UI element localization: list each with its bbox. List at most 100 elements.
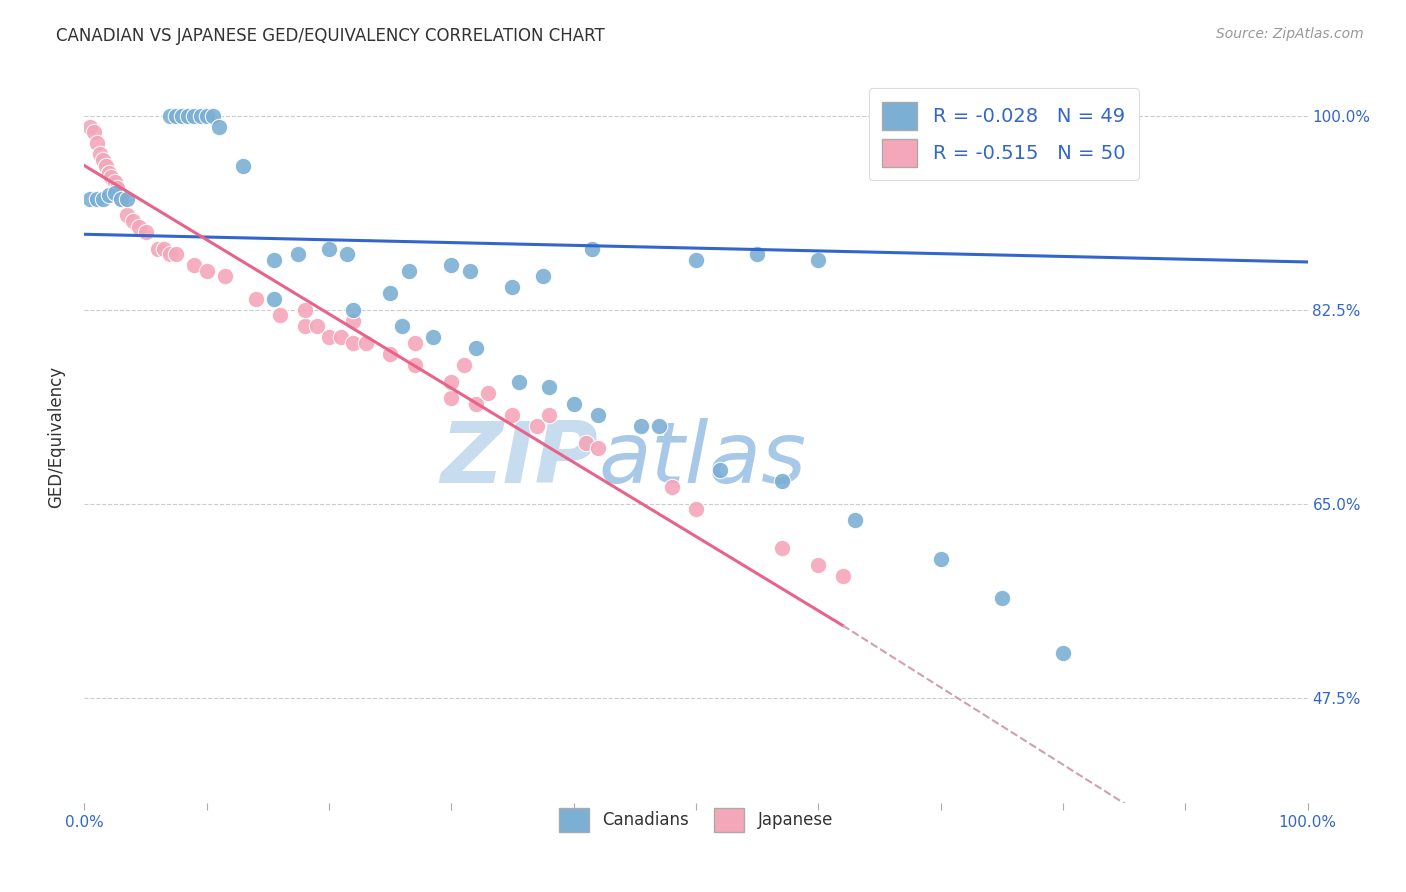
Point xyxy=(79,120,101,134)
Point xyxy=(100,169,122,184)
Point xyxy=(342,335,364,350)
Point xyxy=(354,335,377,350)
Point xyxy=(104,175,127,189)
Point xyxy=(294,302,316,317)
Point xyxy=(685,252,707,267)
Point xyxy=(929,552,952,566)
Point xyxy=(105,180,128,194)
Point xyxy=(807,252,830,267)
Point xyxy=(91,153,114,167)
Point xyxy=(630,419,652,434)
Legend: Canadians, Japanese: Canadians, Japanese xyxy=(553,801,839,838)
Point xyxy=(464,342,486,356)
Point xyxy=(165,109,187,123)
Point xyxy=(201,109,224,123)
Point xyxy=(177,109,200,123)
Point xyxy=(398,264,420,278)
Point xyxy=(115,192,138,206)
Point xyxy=(648,419,671,434)
Point xyxy=(586,408,609,422)
Point xyxy=(747,247,769,261)
Point xyxy=(526,419,548,434)
Point xyxy=(208,120,231,134)
Text: ZIP: ZIP xyxy=(440,417,598,500)
Text: Source: ZipAtlas.com: Source: ZipAtlas.com xyxy=(1216,27,1364,41)
Point xyxy=(538,408,561,422)
Point xyxy=(159,109,181,123)
Point xyxy=(770,475,793,489)
Point xyxy=(263,292,285,306)
Point xyxy=(115,209,138,223)
Point xyxy=(165,247,187,261)
Point xyxy=(404,358,426,372)
Point xyxy=(342,302,364,317)
Point xyxy=(318,330,340,344)
Point xyxy=(508,375,530,389)
Point xyxy=(146,242,169,256)
Point xyxy=(214,269,236,284)
Point xyxy=(531,269,554,284)
Point xyxy=(122,214,145,228)
Point xyxy=(91,192,114,206)
Point xyxy=(502,408,524,422)
Point xyxy=(83,125,105,139)
Point xyxy=(318,242,340,256)
Point xyxy=(269,308,291,322)
Point xyxy=(404,335,426,350)
Point xyxy=(97,166,120,180)
Point xyxy=(110,192,132,206)
Point xyxy=(97,188,120,202)
Point xyxy=(195,264,218,278)
Point xyxy=(172,109,194,123)
Point xyxy=(562,397,585,411)
Point xyxy=(831,568,853,582)
Point xyxy=(502,280,524,294)
Point xyxy=(380,285,402,300)
Point xyxy=(294,319,316,334)
Point xyxy=(153,242,176,256)
Point xyxy=(232,159,254,173)
Point xyxy=(1052,646,1074,660)
Point xyxy=(440,375,463,389)
Point xyxy=(104,186,127,201)
Point xyxy=(305,319,328,334)
Point xyxy=(807,558,830,572)
Point xyxy=(190,109,212,123)
Y-axis label: GED/Equivalency: GED/Equivalency xyxy=(48,366,66,508)
Point xyxy=(183,109,205,123)
Point xyxy=(330,330,353,344)
Point xyxy=(183,258,205,272)
Point xyxy=(96,159,118,173)
Point xyxy=(575,435,598,450)
Point xyxy=(770,541,793,555)
Point xyxy=(380,347,402,361)
Point xyxy=(661,480,683,494)
Point xyxy=(440,258,463,272)
Point xyxy=(464,397,486,411)
Point xyxy=(336,247,359,261)
Point xyxy=(159,247,181,261)
Point xyxy=(391,319,413,334)
Point xyxy=(110,192,132,206)
Point xyxy=(245,292,267,306)
Point xyxy=(458,264,481,278)
Point xyxy=(89,147,111,161)
Point xyxy=(422,330,444,344)
Point xyxy=(477,385,499,400)
Point xyxy=(128,219,150,234)
Point xyxy=(453,358,475,372)
Point xyxy=(709,463,731,477)
Point xyxy=(86,192,108,206)
Point xyxy=(135,225,157,239)
Point xyxy=(86,136,108,151)
Point xyxy=(844,513,866,527)
Point xyxy=(581,242,603,256)
Point xyxy=(586,441,609,455)
Point xyxy=(440,392,463,406)
Text: atlas: atlas xyxy=(598,417,806,500)
Point xyxy=(195,109,218,123)
Point xyxy=(342,314,364,328)
Point xyxy=(263,252,285,267)
Point xyxy=(538,380,561,394)
Point xyxy=(79,192,101,206)
